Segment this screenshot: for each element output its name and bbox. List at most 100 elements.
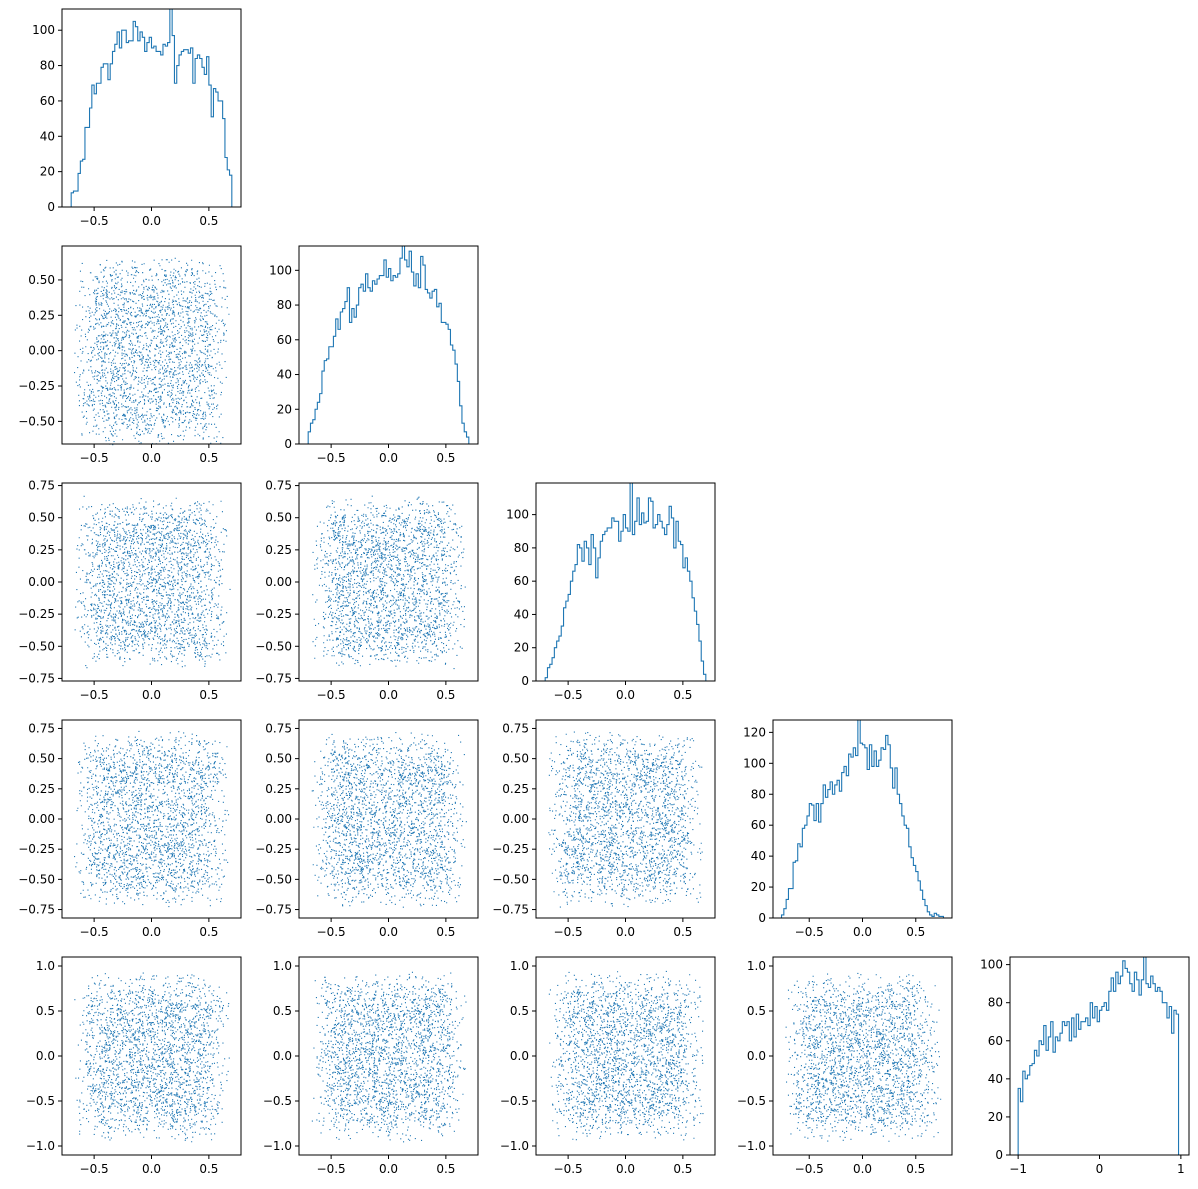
scatter-panel-5-4-ytick-label: −1.0 bbox=[737, 1139, 766, 1153]
histogram-panel-1-ytick-label: 80 bbox=[40, 59, 55, 73]
histogram-panel-5-ytick-label: 60 bbox=[988, 1034, 1003, 1048]
scatter-panel-4-1-xtick-label: −0.5 bbox=[80, 925, 109, 939]
axes-frame bbox=[535, 719, 716, 919]
histogram-panel-3-xtick-label: −0.5 bbox=[554, 688, 583, 702]
scatter-panel-5-1-ytick-label: 0.0 bbox=[36, 1049, 55, 1063]
scatter-panel-4-1-ytick-label: 0.00 bbox=[28, 812, 55, 826]
axes-frame bbox=[772, 956, 953, 1156]
scatter-points-2-1 bbox=[74, 257, 230, 446]
scatter-panel-4-2-xtick-label: −0.5 bbox=[317, 925, 346, 939]
histogram-panel-1-ytick-label: 100 bbox=[32, 23, 55, 37]
axes-frame bbox=[61, 482, 242, 682]
scatter-points-5-3 bbox=[548, 970, 704, 1141]
histogram-panel-4-ytick-label: 60 bbox=[751, 818, 766, 832]
scatter-panel-2-1-xtick-label: 0.0 bbox=[142, 451, 161, 465]
scatter-panel-5-2-xtick-label: 0.0 bbox=[379, 1162, 398, 1176]
scatter-panel-4-2-ytick-label: −0.75 bbox=[255, 903, 292, 917]
histogram-panel-2-ytick-label: 20 bbox=[277, 402, 292, 416]
scatter-panel-4-1-xtick-label: 0.0 bbox=[142, 925, 161, 939]
histogram-panel-4-ytick-label: 20 bbox=[751, 880, 766, 894]
histogram-panel-4-ytick-label: 120 bbox=[743, 725, 766, 739]
histogram-panel-4-xtick-label: −0.5 bbox=[795, 925, 824, 939]
histogram-panel-5-xtick-label: 0 bbox=[1096, 1162, 1104, 1176]
histogram-series-1 bbox=[70, 8, 233, 207]
scatter-panel-5-2-ytick-label: −0.5 bbox=[263, 1094, 292, 1108]
scatter-points-3-2 bbox=[312, 495, 466, 670]
scatter-panel-5-1-ytick-label: −0.5 bbox=[26, 1094, 55, 1108]
scatter-panel-4-3-ytick-label: 0.25 bbox=[502, 782, 529, 796]
histogram-panel-2-ytick-label: 100 bbox=[269, 263, 292, 277]
scatter-points-4-2 bbox=[311, 732, 467, 908]
scatter-marks bbox=[548, 970, 704, 1141]
histogram-panel-2: −0.5 0.0 0.5 0 20 40 60 80 100 bbox=[269, 245, 479, 465]
scatter-panel-4-3-xtick-label: 0.5 bbox=[673, 925, 692, 939]
scatter-panel-5-3-ytick-label: 0.0 bbox=[510, 1049, 529, 1063]
scatter-panel-2-1-xtick-label: 0.5 bbox=[199, 451, 218, 465]
scatter-panel-4-3-ytick-label: 0.75 bbox=[502, 721, 529, 735]
histogram-panel-3-ytick-label: 40 bbox=[514, 607, 529, 621]
histogram-panel-4-ytick-label: 40 bbox=[751, 849, 766, 863]
scatter-panel-4-1-ytick-label: −0.50 bbox=[18, 872, 55, 886]
scatter-panel-4-2-ytick-label: 0.00 bbox=[265, 812, 292, 826]
scatter-panel-3-2-ytick-label: 0.75 bbox=[265, 479, 292, 493]
scatter-panel-5-4-xtick-label: 0.0 bbox=[853, 1162, 872, 1176]
scatter-points-5-1 bbox=[74, 972, 230, 1143]
histogram-panel-5-ytick-label: 40 bbox=[988, 1072, 1003, 1086]
scatter-panel-5-1-xtick-label: −0.5 bbox=[80, 1162, 109, 1176]
histogram-panel-3-ytick-label: 100 bbox=[506, 508, 529, 522]
scatter-points-4-3 bbox=[548, 731, 703, 908]
scatter-panel-3-2-ytick-label: −0.50 bbox=[255, 639, 292, 653]
scatter-panel-5-4-ytick-label: −0.5 bbox=[737, 1094, 766, 1108]
scatter-marks bbox=[74, 257, 230, 446]
scatter-panel-3-2: −0.5 0.0 0.5 −0.75 −0.50 −0.25 0.00 0.25 0.50 0.7… bbox=[255, 479, 479, 702]
histogram-panel-1-ytick-label: 0 bbox=[47, 200, 55, 214]
scatter-panel-5-3-xtick-label: 0.0 bbox=[616, 1162, 635, 1176]
scatter-panel-4-2: −0.5 0.0 0.5 −0.75 −0.50 −0.25 0.00 0.25 0.50 0.7… bbox=[255, 719, 479, 939]
scatter-panel-4-2-ytick-label: 0.75 bbox=[265, 721, 292, 735]
scatter-panel-3-1-xtick-label: 0.5 bbox=[199, 688, 218, 702]
histogram-panel-2-xtick-label: −0.5 bbox=[317, 451, 346, 465]
scatter-panel-5-3-xtick-label: 0.5 bbox=[673, 1162, 692, 1176]
scatter-panel-3-2-xtick-label: 0.0 bbox=[379, 688, 398, 702]
axes-frame bbox=[61, 956, 242, 1156]
histogram-panel-4: −0.5 0.0 0.5 0 20 40 60 80 100 120 bbox=[743, 719, 953, 939]
scatter-panel-4-1: −0.5 0.0 0.5 −0.75 −0.50 −0.25 0.00 0.25 0.50 0.7… bbox=[18, 719, 242, 939]
histogram-panel-5-ytick-label: 80 bbox=[988, 996, 1003, 1010]
scatter-panel-3-1-ytick-label: −0.50 bbox=[18, 639, 55, 653]
scatter-panel-4-2-ytick-label: −0.50 bbox=[255, 872, 292, 886]
scatter-panel-4-3-ytick-label: −0.75 bbox=[492, 903, 529, 917]
scatter-panel-5-4-ytick-label: 1.0 bbox=[747, 959, 766, 973]
histogram-panel-4-xtick-label: 0.5 bbox=[906, 925, 925, 939]
histogram-panel-5-ytick-label: 20 bbox=[988, 1110, 1003, 1124]
scatter-panel-4-1-ytick-label: 0.75 bbox=[28, 721, 55, 735]
axes-frame bbox=[61, 8, 242, 208]
scatter-panel-3-1-ytick-label: 0.50 bbox=[28, 511, 55, 525]
histogram-panel-2-xtick-label: 0.0 bbox=[379, 451, 398, 465]
scatter-panel-4-2-ytick-label: −0.25 bbox=[255, 842, 292, 856]
histogram-panel-1-xtick-label: 0.5 bbox=[199, 214, 218, 228]
scatter-panel-3-1-ytick-label: −0.25 bbox=[18, 607, 55, 621]
scatter-panel-3-2-ytick-label: 0.50 bbox=[265, 511, 292, 525]
histogram-panel-2-ytick-label: 40 bbox=[277, 368, 292, 382]
scatter-panel-2-1-ytick-label: 0.00 bbox=[28, 344, 55, 358]
axes-frame bbox=[772, 719, 953, 919]
scatter-panel-2-1-ytick-label: 0.25 bbox=[28, 308, 55, 322]
scatter-panel-5-4-ytick-label: 0.5 bbox=[747, 1004, 766, 1018]
scatter-panel-5-2-xtick-label: −0.5 bbox=[317, 1162, 346, 1176]
axes-frame bbox=[298, 245, 479, 445]
scatter-marks bbox=[311, 971, 467, 1143]
scatter-panel-5-4-xtick-label: −0.5 bbox=[795, 1162, 824, 1176]
scatter-points-3-1 bbox=[74, 495, 231, 669]
scatter-panel-4-1-ytick-label: 0.50 bbox=[28, 752, 55, 766]
scatter-panel-3-1-ytick-label: 0.00 bbox=[28, 575, 55, 589]
histogram-panel-4-xtick-label: 0.0 bbox=[853, 925, 872, 939]
scatter-marks bbox=[548, 731, 703, 908]
axes-frame bbox=[1009, 956, 1190, 1156]
scatter-panel-5-1-xtick-label: 0.0 bbox=[142, 1162, 161, 1176]
scatter-panel-5-2-ytick-label: 0.0 bbox=[273, 1049, 292, 1063]
scatter-panel-5-4-xtick-label: 0.5 bbox=[906, 1162, 925, 1176]
scatter-panel-4-3-ytick-label: 0.00 bbox=[502, 812, 529, 826]
scatter-panel-4-1-ytick-label: −0.75 bbox=[18, 903, 55, 917]
histogram-panel-1-ytick-label: 20 bbox=[40, 165, 55, 179]
